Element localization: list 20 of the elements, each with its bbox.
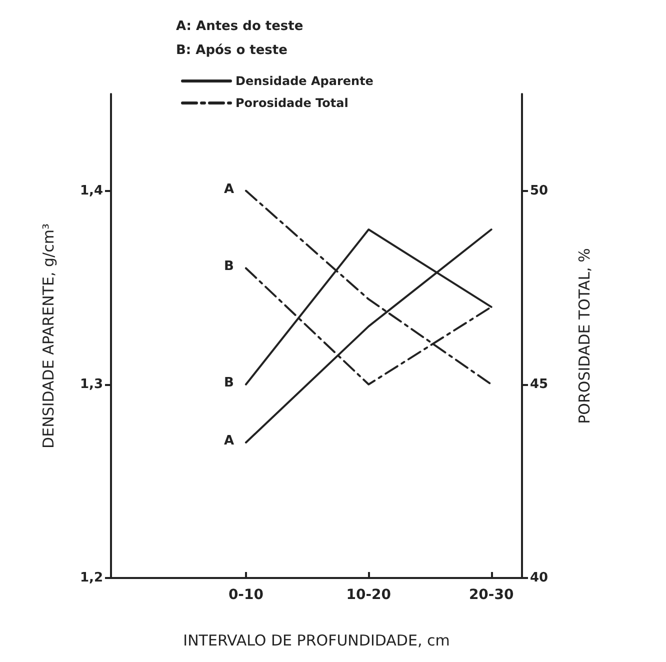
y-tick-label: 1,2 (80, 570, 103, 586)
x-tick-label: 10-20 (346, 587, 392, 603)
y-axis-title: DENSIDADE APARENTE, g/cm³ (40, 224, 58, 448)
text: B: Após o teste (176, 43, 288, 58)
x-tick-label: 0-10 (228, 587, 264, 603)
annotation: A (224, 433, 234, 448)
y-tick-label: 1,4 (80, 183, 103, 198)
y2-axis-title: POROSIDADE TOTAL, % (576, 248, 594, 424)
x-tick-label: 20-30 (468, 587, 514, 603)
annotation: A (224, 182, 234, 197)
text: A: Antes do teste (176, 19, 304, 34)
annotation: B (224, 259, 234, 274)
x-axis-title: INTERVALO DE PROFUNDIDADE, cm (183, 632, 450, 650)
legend-label: Densidade Aparente (236, 74, 374, 88)
y-tick-label: 1,3 (80, 376, 103, 392)
y2-tick-label: 50 (530, 183, 548, 198)
annotation: B (224, 375, 234, 390)
y2-tick-label: 40 (530, 570, 548, 586)
y2-tick-label: 45 (530, 376, 548, 392)
legend-label: Porosidade Total (236, 96, 348, 110)
